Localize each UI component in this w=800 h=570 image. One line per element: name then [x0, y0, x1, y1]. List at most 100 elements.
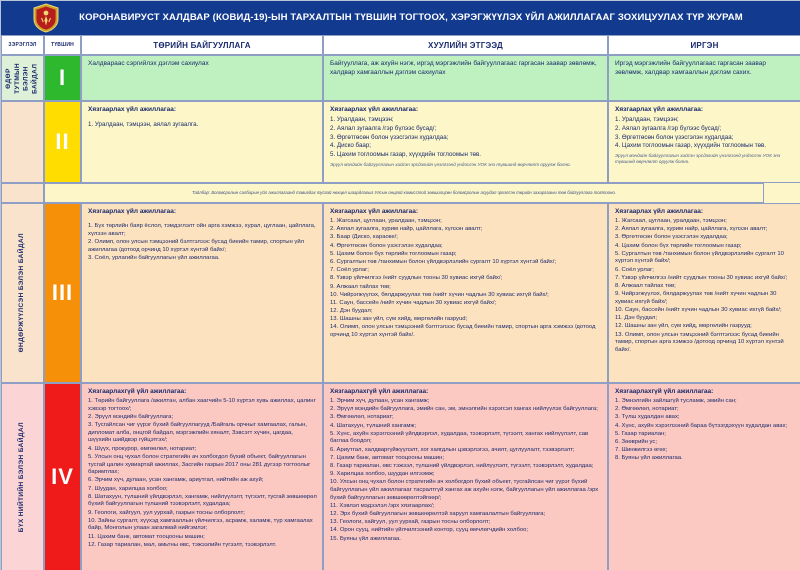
list-item: 11. Саун, бассейн /нийт хүчин чадлын 30 … [330, 299, 497, 306]
list-item: 4. Цахим болон бүх төрлийн тоглоомын газ… [615, 242, 742, 249]
list-item: 5. Цахим болон бүх төрлийн тоглоомын газ… [330, 250, 457, 257]
list-item: 4. Шүүх, прокурор, өмгөөлөл, нотариат; [88, 445, 197, 452]
list-item: 4. Цахим тоглоомын газар, хүүхдийн тогло… [615, 142, 766, 150]
list-level3-legal: 1. Жагсаал, цуглаан, уралдаан, тэмцээн; … [330, 218, 602, 340]
cell-level3-state: Хязгаарлах үйл ажиллагаа: 1. Бүх төрлийн… [81, 203, 323, 383]
cell-level3-citizen: Хязгаарлах үйл ажиллагаа: 1. Жагсаал, цу… [608, 203, 800, 383]
list-item: 3. Өмгөөлөл, нотариат; [330, 414, 394, 421]
list-item: 1. Төрийн байгууллага /ажилтан, албан ха… [88, 398, 316, 412]
list-item: 3. Соёл, урлагийн байгууллагын үйл ажилл… [88, 254, 220, 261]
column-header-citizen: ИРГЭН [608, 35, 800, 55]
list-item: 5. Улсын онц чухал болон стратегийн ач х… [88, 453, 311, 476]
list-item: 6. Эрчим хүч, дулаан, усан хангамж, ариу… [88, 477, 264, 484]
level-cell-2: II [44, 101, 81, 183]
list-item: 14. Олимп, олон улсын тэмцээний бэлтгэлэ… [330, 324, 596, 339]
section-title: Хязгаарлах үйл ажиллагаа: [330, 208, 419, 215]
state-emblem-icon [31, 3, 61, 33]
list-item: 1. Уралдаан, тэмцээн; [330, 116, 394, 124]
list-item: 5. Хүнс, ахуйн хэрэглээний үйлдвэрлэл, х… [330, 430, 589, 445]
list-item: 12. Эрх бүхий байгууллагын зөвшөөрөлтэй … [330, 511, 546, 518]
list-item: 1. Жагсаал, цуглаан, уралдаан, тэмцээн; [330, 218, 442, 225]
table-row-level-2: ӨНДӨРЖҮҮЛСЭН БЭЛЭН БАЙДАЛ II Хязгаарлах … [1, 101, 800, 183]
list-item: 10. Саун, бассейн /нийт хүчин чадлын 30 … [615, 307, 782, 314]
document-header: КОРОНАВИРУСТ ХАЛДВАР (КОВИД-19)-ЫН ТАРХА… [1, 1, 800, 35]
cell-level2-state: Хязгаарлах үйл ажиллагаа: 1. Уралдаан, т… [81, 101, 323, 183]
list-item: 1. Уралдаан, тэмцээн; [615, 116, 679, 124]
table-row-level-4: БҮХ НИЙТИЙН БЭЛЭН БАЙДАЛ IV Хязгаарлахгү… [1, 383, 800, 570]
section-title: Хязгаарлах үйл ажиллагаа: [615, 208, 704, 215]
list-item: 2. Эрүүл мэндийн байгууллага; [88, 413, 174, 420]
list-item: 7. Шуудан, харилцаа холбоо; [88, 485, 168, 492]
stage-cell-heightened-readiness: ӨНДӨРЖҮҮЛСЭН БЭЛЭН БАЙДАЛ [1, 203, 44, 383]
cell-level1-legal: Байгууллага, аж ахуйн нэгж, иргэд мэргэж… [323, 55, 608, 101]
list-item: 12. Газар тариалан, мал, амьтны өвс, тэж… [88, 541, 277, 548]
footnote: Эрүүл мэндийн байгууллагын хийсэн эрсдэл… [330, 162, 571, 168]
list-item: 10. Чийрэгжүүлэх, бялдаржуулах төв /нийт… [330, 291, 549, 298]
list-item: 3. Тусгайлсан чиг үүрэг бүхий байгууллаг… [88, 422, 307, 444]
cell-level2-citizen: Хязгаарлах үйл ажиллагаа: 1. Уралдаан, т… [608, 101, 800, 183]
list-item: 13. Шашны зан үйл, сүм хийд, мөргөлийн г… [330, 316, 468, 323]
column-header-level: ТҮВШИН [44, 35, 81, 55]
level-cell-4: IV [44, 383, 81, 570]
cell-level4-legal: Хязгаарлахгүй үйл ажиллагаа: 1. Эрчим хү… [323, 383, 608, 570]
column-header-stage: ЗЭРЭГЛЭЛ [1, 35, 44, 55]
list-item: 12. Шашны зан үйл, сүм хийд, мөргөлийн г… [615, 323, 752, 330]
cell-level3-legal: Хязгаарлах үйл ажиллагаа: 1. Жагсаал, цу… [323, 203, 608, 383]
list-item: 5. Цахим тоглоомын газар, хүүхдийн тогло… [330, 150, 481, 158]
list-item: 9. Чийрэгжүүлэх, бялдаржуулах төв /нийт … [615, 291, 777, 305]
list-item: 3. Өргөтгөсөн болон үзэсгэлэн худалдаа; [615, 234, 728, 241]
document-title: КОРОНАВИРУСТ ХАЛДВАР (КОВИД-19)-ЫН ТАРХА… [79, 11, 743, 23]
list-item: 8. Алжаал тайлах төв; [615, 283, 676, 289]
list-item: 7. Цахим банк, автомат тооцооны машин; [330, 454, 444, 461]
list-item: 11. Дэн буудал; [615, 315, 657, 322]
list-item: 15. Буяны үйл ажиллагаа. [330, 535, 401, 542]
list-item: 4. Хүнс, ахуйн хэрэглээний бараа бүтээгд… [615, 422, 788, 429]
table-column-headers: ЗЭРЭГЛЭЛ ТҮВШИН ТӨРИЙН БАЙГУУЛЛАГА ХУУЛИ… [1, 35, 800, 55]
list-level3-citizen: 1. Жагсаал, цуглаан, уралдаан, тэмцээн; … [615, 218, 795, 354]
list-level4-legal: 1. Эрчим хүч, дулаан, усан хангамж; 2. Э… [330, 398, 602, 543]
list-item: 6. Ариутгал, халдваргүйжүүлэлт, хог хаяг… [330, 446, 575, 453]
list-item: 8. Буяны үйл ажиллагаа. [615, 455, 683, 462]
note-text: Тайлбар: Боловсролын салбарын үйл ажилла… [192, 190, 616, 196]
cell-level1-citizen: Иргэд мэргэжлийн байгууллагаас гаргасан … [608, 55, 800, 101]
cell-level4-citizen: Хязгаарлахгүй үйл ажиллагаа: 1. Эмнэлгий… [608, 383, 800, 570]
list-item: 2. Эрүүл мэндийн байгууллага, эмийн сан,… [330, 406, 598, 413]
cell-level4-state: Хязгаарлахгүй үйл ажиллагаа: 1. Төрийн б… [81, 383, 323, 570]
section-title: Хязгаарлахгүй үйл ажиллагаа: [615, 388, 714, 395]
list-item: 14. Орон сууц, нийтийн үйлчилгээний конт… [330, 527, 529, 534]
section-title: Хязгаарлах үйл ажиллагаа: [88, 106, 177, 113]
section-title: Хязгаарлахгүй үйл ажиллагаа: [88, 388, 187, 395]
note-banner: Тайлбар: Боловсролын салбарын үйл ажилла… [44, 183, 764, 203]
stage-cell-public-readiness: БҮХ НИЙТИЙН БЭЛЭН БАЙДАЛ [1, 383, 44, 570]
list-item: 1. Уралдаан, тэмцээн, аялал зугаалга. [88, 121, 199, 129]
regulation-table: ЗЭРЭГЛЭЛ ТҮВШИН ТӨРИЙН БАЙГУУЛЛАГА ХУУЛИ… [1, 35, 800, 570]
list-item: 8. Газар тариалан, өвс тэжээл, түлшний ү… [330, 463, 594, 469]
list-item: 1. Бүх төрлийн баяр ёслол, тэмдэглэлт ой… [88, 223, 316, 237]
list-item: 7. Соёл урлаг; [330, 267, 369, 274]
section-title: Хязгаарлах үйл ажиллагаа: [615, 106, 704, 113]
table-row-level-3: ӨНДӨРЖҮҮЛСЭН БЭЛЭН БАЙДАЛ III Хязгаарлах… [1, 203, 800, 383]
list-level2-citizen: 1. Уралдаан, тэмцээн; 2. Аялал зугаалга … [615, 116, 795, 150]
stage-cell-spacer [1, 183, 44, 203]
list-level4-citizen: 1. Эмнэлгийн зайлшгүй тусламж, эмийн сан… [615, 398, 795, 463]
list-item: 2. Аялал зугаалга /гэр бүлээс бусад/; [330, 124, 437, 132]
list-item: 8. Шатахуун, түлшний үйлдвэрлэл, хангамж… [88, 493, 317, 508]
level-cell-3: III [44, 203, 81, 383]
stage-cell-heightened-readiness-top: ӨНДӨРЖҮҮЛСЭН БЭЛЭН БАЙДАЛ [1, 101, 44, 183]
list-item: 6. Соёл урлаг; [615, 266, 654, 273]
list-item: 13. Олимп, олон улсын тэмцээний бэлтгэлэ… [615, 331, 784, 353]
list-item: 6. Зөөврийн ус; [615, 438, 657, 445]
list-item: 7. Үзвэр үйлчилгээ /нийт суудлын тооны 3… [615, 274, 788, 281]
list-level3-state: 1. Бүх төрлийн баяр ёслол, тэмдэглэлт ой… [88, 223, 317, 262]
stage-cell-daily-readiness: ӨДӨР ТУТМЫН БЭЛЭН БАЙДАЛ [1, 55, 44, 101]
list-level4-state: 1. Төрийн байгууллага /ажилтан, албан ха… [88, 398, 317, 549]
list-level2-legal: 1. Уралдаан, тэмцээн; 2. Аялал зугаалга … [330, 116, 602, 159]
list-item: 3. Өргөтгөсөн болон үзэсгэлэн худалдаа; [330, 133, 449, 141]
list-item: 8. Үзвэр үйлчилгээ /нийт суудлын тооны 3… [330, 275, 503, 282]
section-title: Хязгаарлах үйл ажиллагаа: [330, 106, 419, 113]
section-title: Хязгаарлахгүй үйл ажиллагаа: [330, 388, 429, 395]
list-item: 10. Улсын онц чухал болон стратегийн ач … [330, 479, 599, 501]
list-item: 6. Сургалтын төв /танхимын болон үйлдвэр… [330, 258, 557, 265]
list-item: 1. Эмнэлгийн зайлшгүй тусламж, эмийн сан… [615, 398, 737, 405]
list-item: 3. Түлш худалдан авах; [615, 414, 680, 421]
